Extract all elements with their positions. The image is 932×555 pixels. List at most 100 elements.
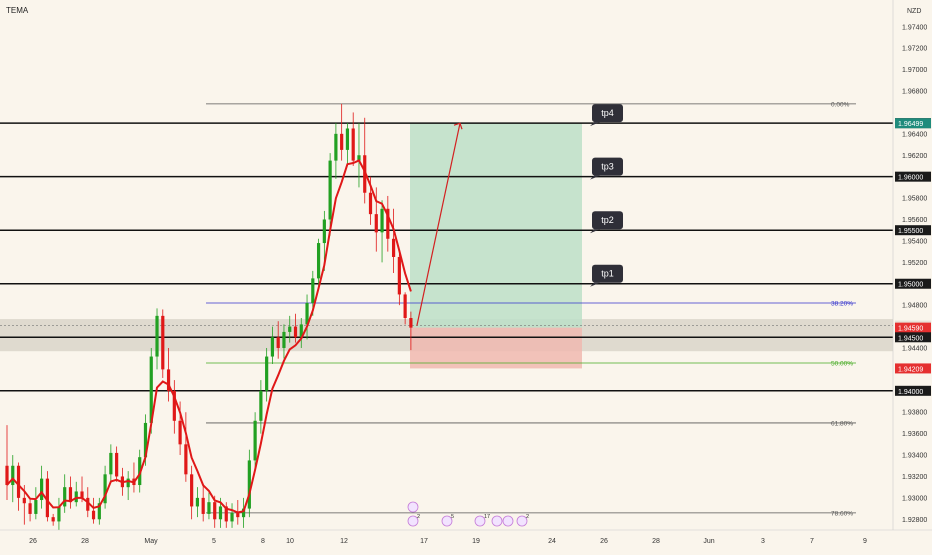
candle-body[interactable] (86, 497, 90, 511)
candle-body[interactable] (155, 315, 159, 357)
event-badge-icon[interactable] (441, 515, 453, 527)
event-badge-count: 17 (484, 514, 490, 520)
event-badge-icon[interactable] (491, 515, 503, 527)
tema-line[interactable] (6, 159, 412, 514)
candle-body[interactable] (386, 208, 390, 239)
target-callout-box[interactable] (592, 104, 623, 123)
event-badge-icon[interactable] (407, 515, 419, 527)
candle-body[interactable] (126, 478, 130, 488)
candle-body[interactable] (276, 337, 280, 348)
price-tick-label: 1.94800 (902, 303, 927, 310)
candle-body[interactable] (241, 508, 246, 518)
fib-level-label: 61.80% (831, 420, 853, 427)
candle-body[interactable] (224, 506, 228, 522)
candle-body[interactable] (16, 465, 21, 498)
price-tick-label: 1.93400 (902, 453, 927, 460)
candle-body[interactable] (22, 497, 26, 504)
candle-body[interactable] (409, 318, 413, 328)
price-tag (895, 225, 931, 236)
candle-body[interactable] (288, 326, 292, 332)
candle-body[interactable] (345, 128, 350, 150)
candle-body[interactable] (11, 465, 15, 486)
candle-body[interactable] (368, 192, 373, 215)
stop-zone[interactable] (410, 327, 582, 369)
candle-body[interactable] (184, 444, 188, 475)
candle-body[interactable] (103, 474, 107, 504)
candle-body[interactable] (161, 315, 165, 370)
event-badge-icon[interactable] (407, 501, 419, 513)
candle-body[interactable] (397, 256, 401, 295)
candle-body[interactable] (299, 324, 303, 338)
candle-body[interactable] (374, 214, 378, 233)
candle-body[interactable] (357, 155, 361, 161)
price-axis[interactable]: 1.97400 1.97200 1.97000 1.96800 1.96400 1.962… (892, 0, 931, 530)
candle-body[interactable] (143, 422, 148, 458)
time-axis[interactable]: 26 28 May 5 8 10 12 17 19 24 26 28 Jun 3 7 9 (0, 529, 932, 545)
candle-body[interactable] (403, 294, 407, 318)
price-tick-label: 1.97400 (902, 24, 927, 31)
event-badge-count: 2 (417, 514, 420, 520)
candle-body[interactable] (363, 155, 367, 193)
candle-body[interactable] (115, 452, 119, 477)
target-callout-label: tp4 (601, 108, 614, 118)
candle-body[interactable] (172, 390, 176, 421)
candle-body[interactable] (322, 219, 326, 244)
candle-body[interactable] (218, 506, 223, 520)
target-callout-box[interactable] (592, 211, 623, 230)
candle-body[interactable] (201, 497, 205, 514)
candle-body[interactable] (270, 337, 275, 357)
candle-body[interactable] (80, 491, 84, 498)
candle-body[interactable] (207, 502, 211, 514)
candle-body[interactable] (97, 503, 101, 520)
candle-body[interactable] (259, 390, 263, 421)
candle-body[interactable] (265, 356, 269, 391)
time-tick-label: 26 (600, 538, 608, 545)
candle-body[interactable] (40, 478, 44, 501)
candle-body[interactable] (311, 278, 315, 304)
candle-body[interactable] (57, 506, 61, 522)
candle-body[interactable] (316, 243, 321, 279)
candle-body[interactable] (236, 512, 240, 518)
indicator-label[interactable]: TEMA (6, 6, 29, 15)
candle-body[interactable] (178, 420, 182, 445)
candle-body[interactable] (91, 510, 96, 520)
candle-body[interactable] (51, 517, 55, 522)
candle-body[interactable] (282, 331, 286, 348)
candles-layer (5, 103, 413, 530)
candle-body[interactable] (391, 238, 396, 257)
candle-body[interactable] (34, 500, 38, 514)
price-tick-label: 1.95800 (902, 196, 927, 203)
candle-body[interactable] (351, 128, 355, 161)
event-badge-icon[interactable] (516, 515, 528, 527)
candle-body[interactable] (380, 208, 384, 233)
candle-body[interactable] (5, 465, 9, 486)
candle-body[interactable] (190, 474, 194, 507)
candle-body[interactable] (166, 369, 171, 391)
candle-body[interactable] (305, 303, 309, 325)
price-tick-label: 1.95400 (902, 238, 927, 245)
candle-body[interactable] (28, 503, 32, 514)
candle-body[interactable] (45, 478, 49, 518)
candle-body[interactable] (109, 452, 113, 475)
candle-body[interactable] (68, 487, 73, 503)
candle-body[interactable] (74, 491, 78, 503)
event-badge-icon[interactable] (474, 515, 486, 527)
candle-body[interactable] (63, 487, 67, 507)
candle-body[interactable] (340, 133, 344, 150)
target-zone[interactable] (410, 123, 582, 328)
candle-body[interactable] (247, 460, 251, 509)
time-tick-label: 12 (340, 538, 348, 545)
candle-body[interactable] (149, 356, 153, 423)
candle-body[interactable] (328, 160, 332, 220)
candle-body[interactable] (195, 497, 200, 507)
candle-body[interactable] (213, 502, 217, 520)
candle-body[interactable] (253, 420, 257, 461)
candle-body[interactable] (334, 133, 338, 161)
target-callout-box[interactable] (592, 264, 623, 283)
candle-body[interactable] (230, 512, 234, 522)
event-badge-icon[interactable] (502, 515, 514, 527)
target-callout-box[interactable] (592, 157, 623, 176)
candle-body[interactable] (293, 326, 298, 338)
price-tag-label: 1.96000 (898, 175, 923, 182)
